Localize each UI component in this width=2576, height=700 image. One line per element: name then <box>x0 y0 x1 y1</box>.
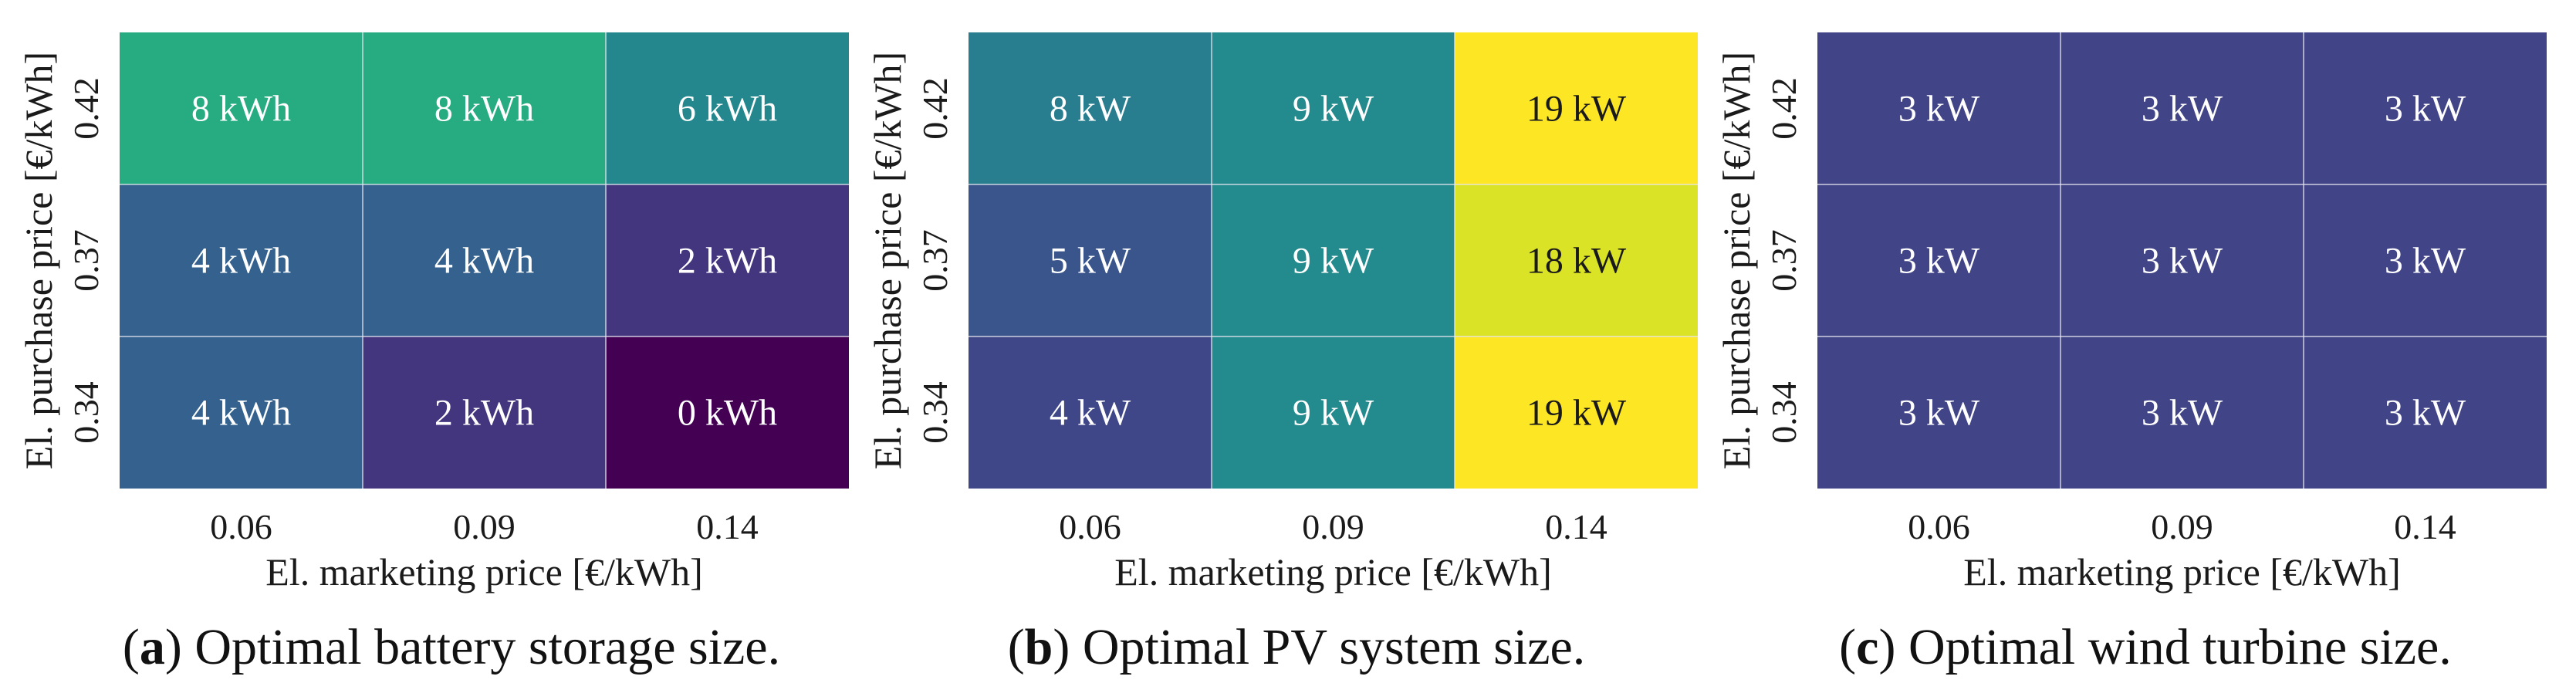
heatmap-cell-a-r1-c1 <box>363 184 606 336</box>
cell-label-b-r0-c1: 9 kW <box>1293 89 1374 130</box>
y-tick-label: 0.34 <box>66 381 106 444</box>
heatmap-cell-c-r1-c0 <box>1817 184 2060 336</box>
cell-label-a-r0-c0: 8 kWh <box>191 89 291 130</box>
cell-label-b-r2-c0: 4 kW <box>1050 393 1131 434</box>
heatmap-cell-a-r1-c0 <box>120 184 363 336</box>
heatmap-cell-a-r0-c0 <box>120 32 363 184</box>
cell-label-b-r0-c2: 19 kW <box>1526 89 1627 130</box>
y-axis-label: El. purchase price [€/kWh] <box>1715 52 1758 469</box>
caption-b: (b) Optimal PV system size. <box>1008 619 1586 675</box>
heatmap-cell-c-r1-c2 <box>2304 184 2547 336</box>
heatmap-cell-a-r2-c2 <box>606 336 849 489</box>
x-tick-label: 0.06 <box>1908 507 1970 546</box>
cell-label-b-r2-c1: 9 kW <box>1293 393 1374 434</box>
cell-label-c-r2-c0: 3 kW <box>1898 393 1980 434</box>
cell-label-a-r1-c2: 2 kWh <box>678 241 777 282</box>
heatmap-panel-c: 3 kW 3 kW 3 kW 3 kW 3 kW 3 kW 3 kW 3 kW 3 kW 0.06… <box>1715 32 2547 675</box>
x-tick-label: 0.14 <box>696 507 759 546</box>
heatmap-cell-b-r1-c2 <box>1455 184 1698 336</box>
heatmap-cell-c-r0-c2 <box>2304 32 2547 184</box>
cell-label-c-r2-c1: 3 kW <box>2142 393 2223 434</box>
caption-c: (c) Optimal wind turbine size. <box>1839 619 2452 675</box>
heatmap-panel-a: 8 kWh 8 kWh 6 kWh 4 kWh 4 kWh 2 kWh 4 kWh 2 kWh… <box>17 32 849 675</box>
heatmap-cell-c-r2-c2 <box>2304 336 2547 489</box>
x-tick-label: 0.09 <box>1302 507 1364 546</box>
caption-letter: b <box>1025 619 1053 675</box>
cell-label-a-r2-c1: 2 kWh <box>434 393 534 434</box>
cell-label-a-r1-c1: 4 kWh <box>434 241 534 282</box>
heatmap-cell-a-r0-c1 <box>363 32 606 184</box>
heatmap-panel-b: 8 kW 9 kW 19 kW 5 kW 9 kW 18 kW 4 kW 9 kW 19 kW 0… <box>866 32 1698 675</box>
cell-label-c-r1-c0: 3 kW <box>1898 241 1980 282</box>
x-tick-label: 0.09 <box>453 507 516 546</box>
cell-label-a-r1-c0: 4 kWh <box>191 241 291 282</box>
cell-label-b-r2-c2: 19 kW <box>1526 393 1627 434</box>
x-tick-label: 0.06 <box>210 507 272 546</box>
cell-label-c-r0-c2: 3 kW <box>2385 89 2466 130</box>
cell-label-b-r0-c0: 8 kW <box>1050 89 1131 130</box>
y-tick-label: 0.34 <box>915 381 955 444</box>
x-tick-label: 0.09 <box>2151 507 2213 546</box>
caption-text: Optimal wind turbine size. <box>1908 619 2452 675</box>
x-axis-label: El. marketing price [€/kWh] <box>1114 550 1551 593</box>
heatmap-cell-b-r0-c2 <box>1455 32 1698 184</box>
heatmap-cell-a-r2-c0 <box>120 336 363 489</box>
heatmap-cell-b-r0-c1 <box>1212 32 1455 184</box>
cell-label-a-r0-c1: 8 kWh <box>434 89 534 130</box>
cell-label-b-r1-c0: 5 kW <box>1050 241 1131 282</box>
heatmap-cell-a-r1-c2 <box>606 184 849 336</box>
cell-label-a-r0-c2: 6 kWh <box>678 89 777 130</box>
cell-label-c-r0-c1: 3 kW <box>2142 89 2223 130</box>
caption-text: Optimal PV system size. <box>1083 619 1585 675</box>
y-axis-label: El. purchase price [€/kWh] <box>17 52 60 469</box>
heatmap-cell-c-r2-c1 <box>2060 336 2304 489</box>
caption-a: (a) Optimal battery storage size. <box>123 619 780 675</box>
heatmap-cell-c-r1-c1 <box>2060 184 2304 336</box>
caption-letter: a <box>140 619 165 675</box>
cell-label-b-r1-c2: 18 kW <box>1526 241 1627 282</box>
heatmap-cell-b-r1-c1 <box>1212 184 1455 336</box>
heatmap-cell-b-r0-c0 <box>969 32 1212 184</box>
y-tick-label: 0.37 <box>915 229 955 292</box>
heatmap-cell-a-r0-c2 <box>606 32 849 184</box>
cell-label-c-r1-c2: 3 kW <box>2385 241 2466 282</box>
cell-label-c-r0-c0: 3 kW <box>1898 89 1980 130</box>
y-tick-label: 0.37 <box>66 229 106 292</box>
heatmap-cell-a-r2-c1 <box>363 336 606 489</box>
x-tick-label: 0.14 <box>2394 507 2456 546</box>
heatmap-cell-b-r2-c0 <box>969 336 1212 489</box>
cell-label-a-r2-c2: 0 kWh <box>678 393 777 434</box>
y-tick-label: 0.34 <box>1764 381 1804 444</box>
x-tick-label: 0.14 <box>1545 507 1607 546</box>
heatmap-cell-c-r0-c0 <box>1817 32 2060 184</box>
heatmap-cell-b-r2-c1 <box>1212 336 1455 489</box>
heatmap-cell-b-r1-c0 <box>969 184 1212 336</box>
y-tick-label: 0.42 <box>915 77 955 140</box>
cell-label-c-r1-c1: 3 kW <box>2142 241 2223 282</box>
heatmap-cell-c-r2-c0 <box>1817 336 2060 489</box>
cell-label-c-r2-c2: 3 kW <box>2385 393 2466 434</box>
y-tick-label: 0.42 <box>1764 77 1804 140</box>
caption-letter: c <box>1856 619 1878 675</box>
cell-label-b-r1-c1: 9 kW <box>1293 241 1374 282</box>
cell-label-a-r2-c0: 4 kWh <box>191 393 291 434</box>
x-axis-label: El. marketing price [€/kWh] <box>265 550 702 593</box>
y-tick-label: 0.42 <box>66 77 106 140</box>
x-tick-label: 0.06 <box>1059 507 1121 546</box>
y-tick-label: 0.37 <box>1764 229 1804 292</box>
caption-text: Optimal battery storage size. <box>194 619 780 675</box>
heatmap-cell-c-r0-c1 <box>2060 32 2304 184</box>
y-axis-label: El. purchase price [€/kWh] <box>866 52 909 469</box>
x-axis-label: El. marketing price [€/kWh] <box>1963 550 2400 593</box>
heatmap-cell-b-r2-c2 <box>1455 336 1698 489</box>
